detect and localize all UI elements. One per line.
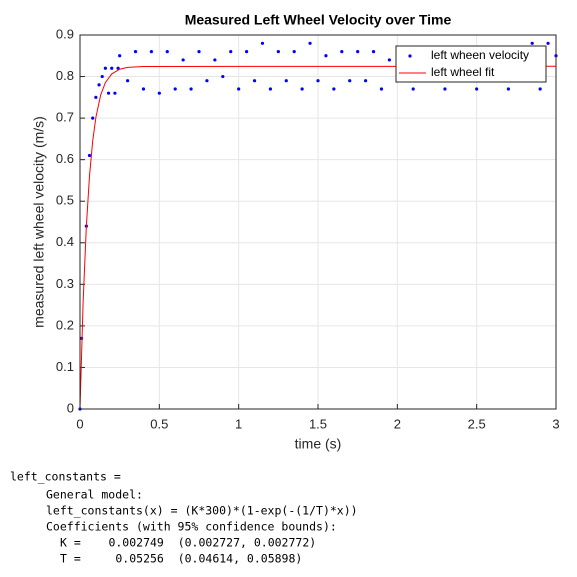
legend-swatch	[408, 54, 412, 58]
legend-label: left wheen velocity	[431, 48, 529, 62]
data-point	[411, 87, 415, 91]
data-point	[181, 58, 185, 62]
x-tick-label: 1.5	[309, 416, 327, 431]
y-tick-label: 0.8	[56, 68, 74, 83]
y-tick-label: 0.3	[56, 276, 74, 291]
data-point	[141, 87, 146, 91]
y-tick-label: 0.5	[56, 193, 74, 208]
x-tick-label: 2.5	[468, 416, 486, 431]
x-tick-label: 0.5	[150, 416, 168, 431]
x-tick-label: 3	[552, 416, 559, 431]
data-point	[268, 87, 272, 91]
data-point	[133, 50, 138, 54]
data-point	[364, 79, 368, 83]
data-point	[475, 87, 479, 91]
data-point	[157, 91, 161, 95]
y-tick-label: 0.6	[56, 151, 74, 166]
data-point	[316, 79, 320, 83]
data-point	[94, 95, 98, 99]
data-point	[340, 50, 344, 54]
y-tick-label: 0.1	[56, 359, 74, 374]
data-point	[91, 116, 95, 120]
data-point	[245, 50, 249, 54]
data-point	[332, 87, 336, 91]
data-point	[103, 66, 107, 70]
data-point	[100, 74, 104, 79]
data-point	[213, 58, 217, 62]
data-point	[252, 79, 257, 83]
data-point	[292, 50, 296, 54]
data-point	[197, 50, 201, 54]
data-point	[348, 79, 352, 83]
data-point	[97, 83, 101, 87]
data-point	[546, 41, 550, 45]
y-tick-label: 0	[67, 400, 74, 415]
data-point	[229, 50, 233, 54]
x-tick-label: 0	[76, 416, 83, 431]
fit-line	[79, 65, 557, 410]
data-point	[87, 153, 92, 158]
data-point	[116, 66, 120, 70]
data-point	[189, 87, 193, 91]
x-tick-label: 1	[235, 416, 242, 431]
data-point	[276, 50, 280, 54]
console-line: T = 0.05256 (0.04614, 0.05898)	[60, 552, 302, 566]
data-point	[538, 87, 542, 91]
data-point	[284, 79, 288, 83]
data-point	[443, 87, 447, 91]
data-point	[387, 58, 391, 62]
data-point	[106, 91, 111, 95]
y-tick-label: 0.4	[56, 234, 74, 249]
data-point	[113, 91, 117, 95]
chart-title: Measured Left Wheel Velocity over Time	[185, 12, 452, 28]
data-point	[530, 41, 534, 45]
data-point	[110, 66, 114, 70]
data-point	[300, 87, 304, 91]
x-tick-label: 2	[394, 416, 401, 431]
data-point	[260, 41, 265, 45]
data-point	[205, 79, 209, 83]
data-point	[356, 50, 360, 54]
data-point	[379, 87, 384, 91]
data-point	[308, 41, 312, 45]
y-axis-label: measured left wheel velocity (m/s)	[31, 116, 47, 328]
y-tick-label: 0.7	[56, 110, 74, 125]
console-line: left_constants(x) = (K*300)*(1-exp(-(1/T…	[46, 504, 358, 518]
data-point	[126, 79, 130, 83]
data-point	[324, 54, 328, 58]
axes-box	[79, 34, 557, 410]
y-tick-label: 0.9	[56, 26, 74, 41]
legend-box	[395, 45, 547, 83]
y-tick-label: 0.2	[56, 317, 74, 332]
console-line: K = 0.002749 (0.002727, 0.002772)	[60, 536, 316, 550]
console-line: Coefficients (with 95% confidence bounds…	[46, 520, 337, 534]
data-point	[149, 50, 153, 54]
data-point	[118, 54, 122, 58]
data-point	[221, 74, 225, 79]
console-line: General model:	[46, 488, 143, 502]
data-point	[371, 50, 376, 54]
legend-label: left wheel fit	[431, 65, 495, 79]
console-line: left_constants =	[10, 470, 121, 484]
data-point	[173, 87, 177, 91]
data-point	[506, 87, 510, 91]
data-point	[237, 87, 241, 91]
data-point	[165, 50, 169, 54]
x-axis-label: time (s)	[295, 436, 342, 452]
